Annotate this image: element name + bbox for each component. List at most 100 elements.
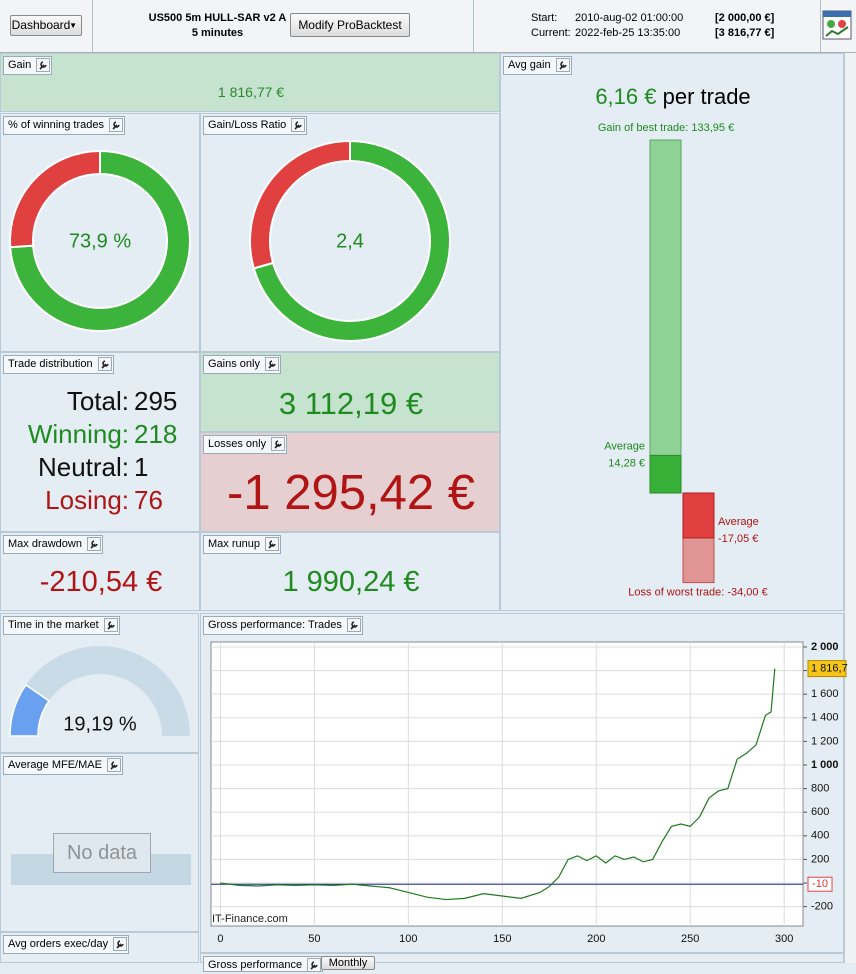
gain-panel: Gain 1 816,77 €: [0, 53, 500, 112]
wrench-icon: [271, 437, 286, 451]
distribution-row: Total: 295: [1, 386, 201, 419]
panel-title: Avg gain: [508, 59, 551, 71]
period-menu[interactable]: Monthly: [321, 956, 375, 970]
dashboard-menu[interactable]: Dashboard ▼: [10, 15, 82, 36]
wrench: [110, 761, 118, 770]
start-label: Start:: [531, 12, 558, 24]
wrench-icon: [264, 357, 279, 371]
runup-value: 1 990,24 €: [282, 566, 420, 598]
wrench-icon: [307, 958, 322, 972]
row-label: Neutral:: [37, 452, 129, 482]
system-name: US500 5m HULL-SAR v2 A: [148, 12, 287, 24]
panel-tab[interactable]: Gross performance: Trades: [203, 616, 363, 635]
losses-value: -1 295,42 €: [227, 466, 475, 520]
avg-gain-panel: Avg gain 6,16 € per trade: [500, 53, 844, 611]
bottom-panel: Gross performance Monthly: [200, 953, 844, 972]
mfe-panel: Average MFE/MAE No data: [0, 753, 199, 932]
wrench: [39, 61, 48, 70]
wrench-icon: [86, 537, 101, 551]
wrench-icon: [113, 937, 128, 951]
divider: [473, 0, 474, 52]
panel-tab[interactable]: % of winning trades: [3, 116, 125, 135]
drawdown-panel: Max drawdown -210,54 €: [0, 532, 200, 611]
winning-panel: % of winning trades: [0, 113, 200, 352]
panel-tab[interactable]: Max runup: [203, 535, 281, 554]
row-value: 76: [134, 485, 163, 515]
icon-bar: [823, 11, 851, 17]
wrench-icon: [109, 118, 123, 132]
panel-title: Trade distribution: [8, 358, 93, 370]
panel-tab[interactable]: Gain/Loss Ratio: [203, 116, 308, 135]
panel-tab[interactable]: Max drawdown: [3, 535, 103, 554]
market-time-panel: Time in the market: [0, 613, 199, 753]
runup-panel: Max runup 1 990,24 €: [200, 532, 500, 611]
row-label: Winning:: [27, 419, 129, 449]
wrench: [116, 940, 124, 949]
panel-tab[interactable]: Gain: [3, 56, 53, 75]
losses-panel: Losses only -1 295,42 €: [200, 432, 500, 532]
panel-tab[interactable]: Average MFE/MAE: [3, 756, 123, 775]
panel-title: % of winning trades: [8, 119, 104, 131]
menu-text: Dashboard: [11, 18, 71, 32]
panel-title: Avg orders exec/day: [8, 938, 109, 950]
wrench-icon: [346, 618, 361, 632]
modify-button[interactable]: Modify ProBacktest: [290, 13, 410, 37]
wrench-icon: [103, 618, 118, 632]
panel-title: Losses only: [208, 438, 267, 450]
wrench: [350, 621, 358, 630]
wrench-icon: [36, 58, 51, 72]
current-label: Current:: [531, 27, 571, 39]
panel-tab[interactable]: Avg orders exec/day: [3, 935, 130, 954]
drawdown-value: -210,54 €: [39, 566, 163, 598]
panel-title: Time in the market: [8, 619, 99, 631]
panel-tab[interactable]: Gains only: [203, 355, 281, 374]
distribution-row: Winning: 218: [1, 419, 201, 452]
distribution-row: Losing: 76: [1, 485, 201, 518]
panel-tab[interactable]: Losses only: [203, 435, 288, 454]
dropdown-arrow: ▼: [69, 21, 77, 30]
performance-panel: Gross performance: Trades: [200, 613, 844, 953]
panel-title: Average MFE/MAE: [8, 759, 102, 771]
panel-title: Gain: [8, 59, 32, 71]
no-data: No data: [53, 833, 151, 873]
current-date: 2022-feb-25 13:35:00: [575, 27, 681, 39]
icon-dot: [827, 20, 835, 28]
wrench: [268, 360, 276, 369]
dashboard-icon[interactable]: [822, 10, 854, 42]
panel-title: Max runup: [208, 538, 260, 550]
row-value: 218: [134, 419, 178, 449]
start-capital: [2 000,00 €]: [715, 12, 775, 24]
distribution-row: Neutral: 1: [1, 452, 201, 485]
icon-line: [825, 26, 849, 37]
distribution-rows: Total: 295 Winning: 218 Neutral: 1 Losing: 76: [1, 386, 201, 518]
panel-title: Max drawdown: [8, 538, 82, 550]
wrench: [294, 121, 303, 130]
panel-tab[interactable]: Trade distribution: [3, 355, 114, 374]
panel-title: Gross performance: Trades: [208, 619, 342, 631]
gain-value: 1 816,77 €: [217, 84, 285, 100]
timeframe: 5 minutes: [191, 27, 244, 39]
panel-title: Gain/Loss Ratio: [208, 119, 287, 131]
row-value: 295: [134, 386, 178, 416]
scrollbar: [844, 53, 856, 963]
ratio-panel: Gain/Loss Ratio: [200, 113, 500, 352]
wrench: [559, 61, 567, 70]
wrench-icon: [555, 58, 570, 72]
orders-panel: Avg orders exec/day: [0, 932, 199, 963]
row-label: Total:: [66, 386, 129, 416]
divider: [820, 0, 821, 52]
wrench: [268, 540, 276, 549]
avg-gain-value: 6,16 €: [595, 84, 657, 109]
panel-title: Gross performance: [208, 959, 303, 971]
gains-panel: Gains only 3 112,19 €: [200, 352, 500, 432]
wrench-icon: [264, 537, 279, 551]
row-label: Losing:: [45, 485, 129, 515]
panel-title: Gains only: [208, 358, 260, 370]
wrench-icon: [97, 357, 112, 371]
panel-tab[interactable]: Avg gain: [503, 56, 572, 75]
panel-tab[interactable]: Time in the market: [3, 616, 120, 635]
gains-value: 3 112,19 €: [278, 386, 424, 421]
panel-tab[interactable]: Gross performance: [203, 956, 324, 972]
wrench: [101, 360, 109, 369]
